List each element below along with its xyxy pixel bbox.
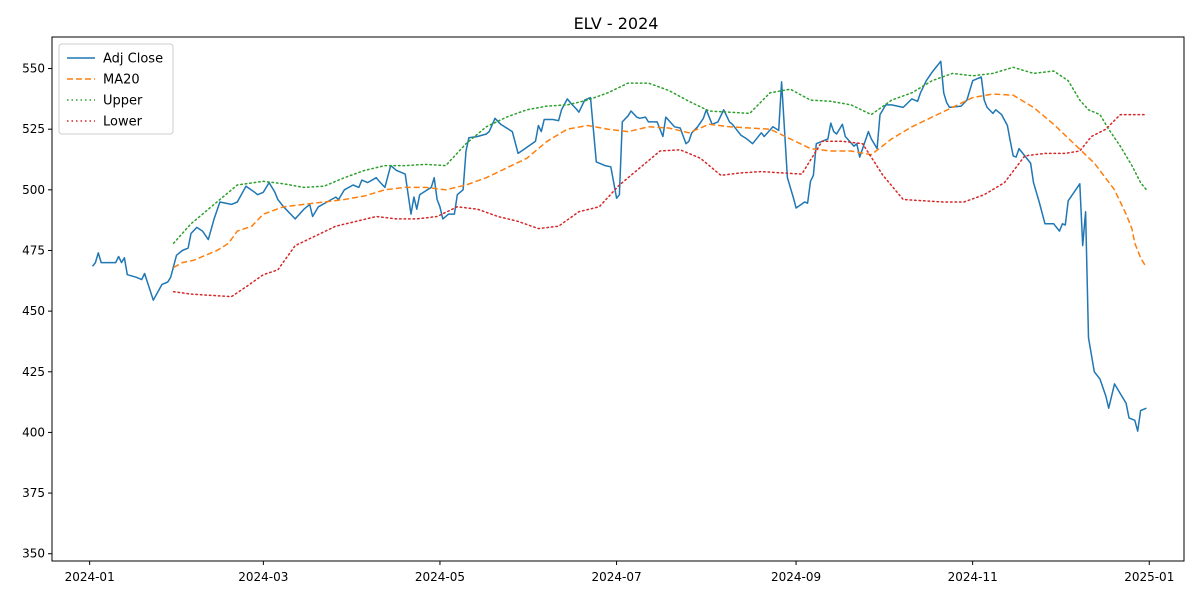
legend: Adj Close MA20 Upper Lower — [58, 43, 174, 135]
series-line-ma20 — [173, 93, 1148, 269]
x-tick-label: 2024-05 — [415, 570, 465, 584]
y-tick-label: 400 — [22, 425, 45, 439]
x-tick-label: 2024-01 — [65, 570, 115, 584]
legend-label: Lower — [103, 115, 143, 130]
y-tick-label: 350 — [22, 547, 45, 561]
x-axis: 2024-01 2024-03 2024-05 2024-07 2024-09 2024-… — [65, 561, 1174, 584]
x-tick-label: 2024-07 — [591, 570, 641, 584]
legend-box — [58, 43, 174, 135]
legend-label: Upper — [103, 94, 143, 109]
series-layer — [91, 60, 1148, 432]
y-tick-label: 550 — [22, 62, 45, 76]
y-tick-label: 375 — [22, 486, 45, 500]
legend-label: Adj Close — [103, 52, 163, 67]
y-tick-label: 525 — [22, 122, 45, 136]
legend-label: MA20 — [103, 73, 140, 88]
y-tick-label: 425 — [22, 365, 45, 379]
y-tick-label: 450 — [22, 304, 45, 318]
x-tick-label: 2024-09 — [771, 570, 821, 584]
chart-title: ELV - 2024 — [574, 14, 659, 33]
series-line-adj-close — [91, 60, 1147, 432]
y-tick-label: 500 — [22, 183, 45, 197]
plot-frame — [51, 36, 1185, 562]
y-tick-label: 475 — [22, 243, 45, 257]
x-tick-label: 2024-11 — [948, 570, 998, 584]
x-tick-label: 2024-03 — [238, 570, 288, 584]
x-tick-label: 2025-01 — [1124, 570, 1174, 584]
series-line-lower — [172, 113, 1148, 298]
y-axis: 350 375 400 425 450 475 500 525 550 — [22, 62, 52, 561]
